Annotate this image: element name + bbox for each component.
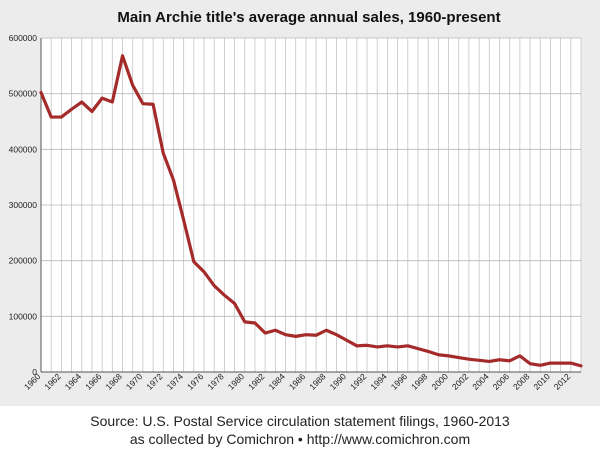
data-point xyxy=(213,285,215,287)
data-point xyxy=(509,360,511,362)
data-point xyxy=(519,355,521,357)
line-chart: Main Archie title's average annual sales… xyxy=(8,9,583,392)
data-point xyxy=(183,219,185,221)
data-point xyxy=(172,179,174,181)
data-point xyxy=(570,362,572,364)
data-point xyxy=(111,101,113,103)
chart-panel: Main Archie title's average annual sales… xyxy=(8,9,583,392)
data-point xyxy=(234,303,236,305)
y-tick-label: 100000 xyxy=(9,311,38,321)
data-point xyxy=(529,363,531,365)
data-point xyxy=(458,357,460,359)
data-point xyxy=(417,348,419,350)
caption-line-1: Source: U.S. Postal Service circulation … xyxy=(90,413,510,429)
data-point xyxy=(346,339,348,341)
data-point xyxy=(101,97,103,99)
data-point xyxy=(142,103,144,105)
data-point xyxy=(478,359,480,361)
data-point xyxy=(122,55,124,57)
data-point xyxy=(407,345,409,347)
data-point xyxy=(427,350,429,352)
data-point xyxy=(335,334,337,336)
y-tick-label: 400000 xyxy=(9,144,38,154)
data-point xyxy=(366,344,368,346)
gridlines xyxy=(40,37,582,373)
data-point xyxy=(539,364,541,366)
series-line xyxy=(39,54,583,368)
data-point xyxy=(71,108,73,110)
data-point xyxy=(448,355,450,357)
data-point xyxy=(437,354,439,356)
data-point xyxy=(468,358,470,360)
y-tick-label: 500000 xyxy=(9,89,38,99)
y-tick-label: 300000 xyxy=(9,200,38,210)
data-point xyxy=(560,362,562,364)
y-tick-label: 600000 xyxy=(9,33,38,43)
data-point xyxy=(295,335,297,337)
data-point xyxy=(254,322,256,324)
data-point xyxy=(285,334,287,336)
data-point xyxy=(580,365,582,367)
data-point xyxy=(325,329,327,331)
data-point xyxy=(50,116,52,118)
data-point xyxy=(162,152,164,154)
source-caption: Source: U.S. Postal Service circulation … xyxy=(0,406,600,455)
data-point xyxy=(223,294,225,296)
data-point xyxy=(91,110,93,112)
data-point xyxy=(81,101,83,103)
data-point xyxy=(356,345,358,347)
data-point xyxy=(244,321,246,323)
caption-line-2: as collected by Comichron • http://www.c… xyxy=(129,431,471,447)
data-point xyxy=(274,329,276,331)
data-point xyxy=(132,84,134,86)
y-tick-label: 200000 xyxy=(9,256,38,266)
data-point xyxy=(549,362,551,364)
data-point xyxy=(305,334,307,336)
data-point xyxy=(203,271,205,273)
data-point xyxy=(152,103,154,105)
data-point xyxy=(315,334,317,336)
data-point xyxy=(397,346,399,348)
data-point xyxy=(386,345,388,347)
chart-title: Main Archie title's average annual sales… xyxy=(117,9,500,26)
data-point xyxy=(376,346,378,348)
y-tick-label: 0 xyxy=(32,367,37,377)
data-point xyxy=(40,92,42,94)
data-point xyxy=(498,359,500,361)
data-point xyxy=(264,332,266,334)
y-tick-labels: 0 100000 200000 300000 400000 500000 600000 xyxy=(9,33,38,377)
data-point xyxy=(193,261,195,263)
data-point xyxy=(60,116,62,118)
data-point xyxy=(488,360,490,362)
series-layer xyxy=(39,54,583,368)
